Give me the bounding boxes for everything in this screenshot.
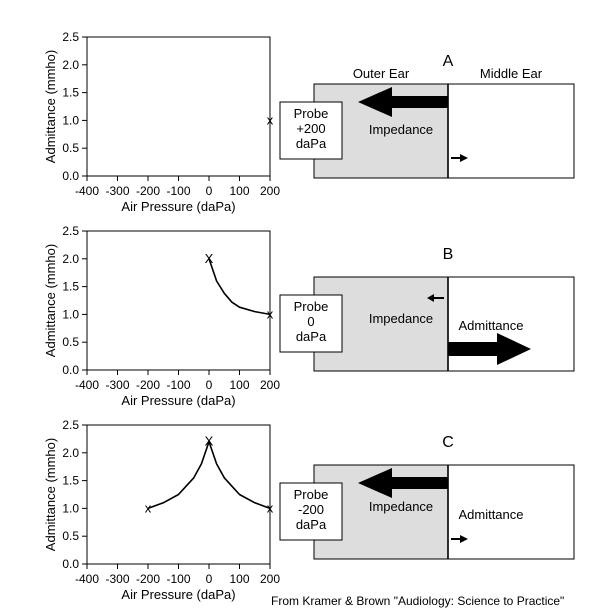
y-tick-label: 0.0 bbox=[62, 363, 79, 377]
y-tick-label: 2.0 bbox=[62, 252, 79, 266]
x-tick-label: -300 bbox=[105, 572, 129, 586]
probe-label: +200 bbox=[296, 121, 325, 136]
x-tick-label: 100 bbox=[229, 184, 249, 198]
probe-box bbox=[279, 294, 343, 353]
x-tick-label: 0 bbox=[206, 572, 213, 586]
y-tick-label: 2.5 bbox=[62, 224, 79, 238]
x-axis-title: Air Pressure (daPa) bbox=[121, 587, 235, 602]
y-tick-label: 1.0 bbox=[62, 307, 79, 321]
x-tick-label: 200 bbox=[260, 184, 280, 198]
probe-label: daPa bbox=[296, 517, 327, 532]
probe-label: 0 bbox=[307, 314, 314, 329]
x-tick-label: 0 bbox=[206, 378, 213, 392]
x-tick-label: -400 bbox=[75, 378, 99, 392]
x-tick-label: -300 bbox=[105, 184, 129, 198]
x-tick-label: -100 bbox=[166, 378, 190, 392]
panel-letter: C bbox=[442, 434, 454, 451]
x-tick-label: 200 bbox=[260, 572, 280, 586]
admittance-arrow-head bbox=[460, 154, 468, 162]
impedance-arrow bbox=[358, 87, 448, 117]
x-tick-label: -400 bbox=[75, 184, 99, 198]
plot-frame bbox=[86, 230, 271, 371]
admittance-label: Admittance bbox=[458, 318, 523, 333]
y-tick-label: 2.0 bbox=[62, 58, 79, 72]
probe-label: Probe bbox=[294, 487, 329, 502]
y-tick-label: 2.5 bbox=[62, 30, 79, 44]
chart-3: 0.0 0.5 1.0 1.5 2.0 2.5 -400 -300 -200 -100 0 100 20… bbox=[43, 418, 280, 602]
x-axis-title: Air Pressure (daPa) bbox=[121, 393, 235, 408]
pressure-marker: x bbox=[267, 500, 274, 515]
panel-letter: A bbox=[443, 53, 454, 70]
middle-ear-cavity bbox=[447, 83, 575, 179]
x-tick-label: -400 bbox=[75, 572, 99, 586]
y-tick-label: 0.5 bbox=[62, 529, 79, 543]
tympanogram-line bbox=[208, 258, 271, 316]
y-tick-label: 1.0 bbox=[62, 113, 79, 127]
x-tick-label: -200 bbox=[136, 572, 160, 586]
admittance-label: Admittance bbox=[458, 507, 523, 522]
admittance-arrow bbox=[448, 333, 531, 365]
y-axis-title: Admittance (mmho) bbox=[43, 50, 58, 163]
y-tick-label: 0.5 bbox=[62, 141, 79, 155]
y-axis-title: Admittance (mmho) bbox=[43, 244, 58, 357]
middle-ear-label: Middle Ear bbox=[480, 66, 543, 81]
y-tick-label: 2.0 bbox=[62, 446, 79, 460]
pressure-marker: x bbox=[267, 306, 274, 321]
chart-2: 0.0 0.5 1.0 1.5 2.0 2.5 -400 -300 -200 -100 0 100 20… bbox=[43, 224, 280, 408]
y-tick-label: 1.5 bbox=[62, 86, 79, 100]
middle-ear-cavity bbox=[447, 464, 575, 560]
credit-text: From Kramer & Brown "Audiology: Science … bbox=[271, 594, 565, 608]
y-tick-label: 1.5 bbox=[62, 280, 79, 294]
y-tick-label: 1.5 bbox=[62, 474, 79, 488]
panel-letter: B bbox=[443, 246, 454, 263]
chart-1: 0.0 0.5 1.0 1.5 2.0 2.5 -400 -300 -200 -100 0 100 20… bbox=[43, 30, 280, 214]
probe-label: Probe bbox=[294, 299, 329, 314]
impedance-label: Impedance bbox=[369, 311, 433, 326]
x-tick-label: 0 bbox=[206, 184, 213, 198]
y-tick-label: 0.0 bbox=[62, 169, 79, 183]
pressure-marker: x bbox=[145, 500, 152, 515]
y-tick-label: 0.5 bbox=[62, 335, 79, 349]
y-tick-label: 2.5 bbox=[62, 418, 79, 432]
x-tick-label: -100 bbox=[166, 572, 190, 586]
outer-ear-label: Outer Ear bbox=[353, 66, 410, 81]
impedance-arrow bbox=[358, 468, 448, 498]
probe-label: Probe bbox=[294, 106, 329, 121]
x-tick-label: 100 bbox=[229, 378, 249, 392]
x-tick-label: 100 bbox=[229, 572, 249, 586]
admittance-arrow-head bbox=[460, 535, 468, 543]
tympanogram-line bbox=[147, 440, 271, 510]
pressure-marker: x bbox=[267, 112, 274, 127]
x-tick-label: -200 bbox=[136, 184, 160, 198]
probe-box bbox=[279, 482, 343, 541]
x-tick-label: -300 bbox=[105, 378, 129, 392]
probe-label: daPa bbox=[296, 136, 327, 151]
impedance-label: Impedance bbox=[369, 122, 433, 137]
x-tick-label: -100 bbox=[166, 184, 190, 198]
x-axis-title: Air Pressure (daPa) bbox=[121, 199, 235, 214]
pressure-marker: X bbox=[205, 434, 214, 449]
pressure-marker: X bbox=[205, 251, 214, 266]
probe-label: -200 bbox=[298, 502, 324, 517]
x-tick-label: 200 bbox=[260, 378, 280, 392]
impedance-arrow-head bbox=[427, 294, 434, 302]
probe-label: daPa bbox=[296, 329, 327, 344]
impedance-label: Impedance bbox=[369, 499, 433, 514]
probe-box bbox=[279, 101, 343, 160]
y-tick-label: 1.0 bbox=[62, 501, 79, 515]
x-tick-label: -200 bbox=[136, 378, 160, 392]
y-axis-title: Admittance (mmho) bbox=[43, 438, 58, 551]
plot-frame bbox=[86, 36, 271, 177]
y-tick-label: 0.0 bbox=[62, 557, 79, 571]
